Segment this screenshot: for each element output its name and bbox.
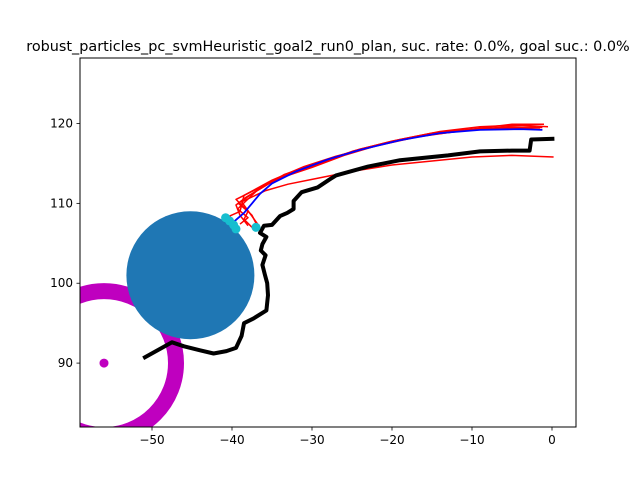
x-tick-label: −40 bbox=[219, 433, 244, 447]
marker-point-3 bbox=[251, 222, 261, 232]
y-tick-label: 120 bbox=[50, 116, 73, 130]
x-tick-label: −30 bbox=[299, 433, 324, 447]
y-tick-label: 90 bbox=[58, 356, 73, 370]
x-tick-label: 0 bbox=[548, 433, 556, 447]
particle-path-6 bbox=[228, 125, 537, 223]
goal-layer bbox=[80, 283, 184, 427]
y-tick-label: 110 bbox=[50, 196, 73, 210]
particle-path-5 bbox=[240, 154, 554, 228]
x-tick-label: −20 bbox=[379, 433, 404, 447]
planned-layer bbox=[231, 128, 543, 224]
plot-area bbox=[80, 123, 555, 427]
particle-path-1 bbox=[235, 123, 544, 224]
y-tick-label: 100 bbox=[50, 276, 73, 290]
marker-layer bbox=[221, 213, 261, 234]
x-tick-label: −50 bbox=[139, 433, 164, 447]
goal-ring bbox=[80, 283, 184, 427]
chart-title: robust_particles_pc_svmHeuristic_goal2_r… bbox=[26, 39, 630, 55]
particle-layer bbox=[228, 123, 554, 228]
obstacle-circle bbox=[126, 211, 255, 340]
x-axis: −50 −40 −30 −20 −10 0 bbox=[139, 427, 556, 447]
y-axis: 90 100 110 120 bbox=[50, 116, 80, 370]
actual-path bbox=[142, 136, 555, 361]
actual-layer bbox=[142, 136, 555, 361]
obstacle-layer bbox=[126, 211, 255, 340]
marker-point-5 bbox=[229, 220, 239, 230]
x-tick-label: −10 bbox=[459, 433, 484, 447]
planned-path bbox=[231, 128, 543, 224]
goal-center-point bbox=[99, 358, 109, 368]
plot-frame bbox=[79, 57, 577, 428]
